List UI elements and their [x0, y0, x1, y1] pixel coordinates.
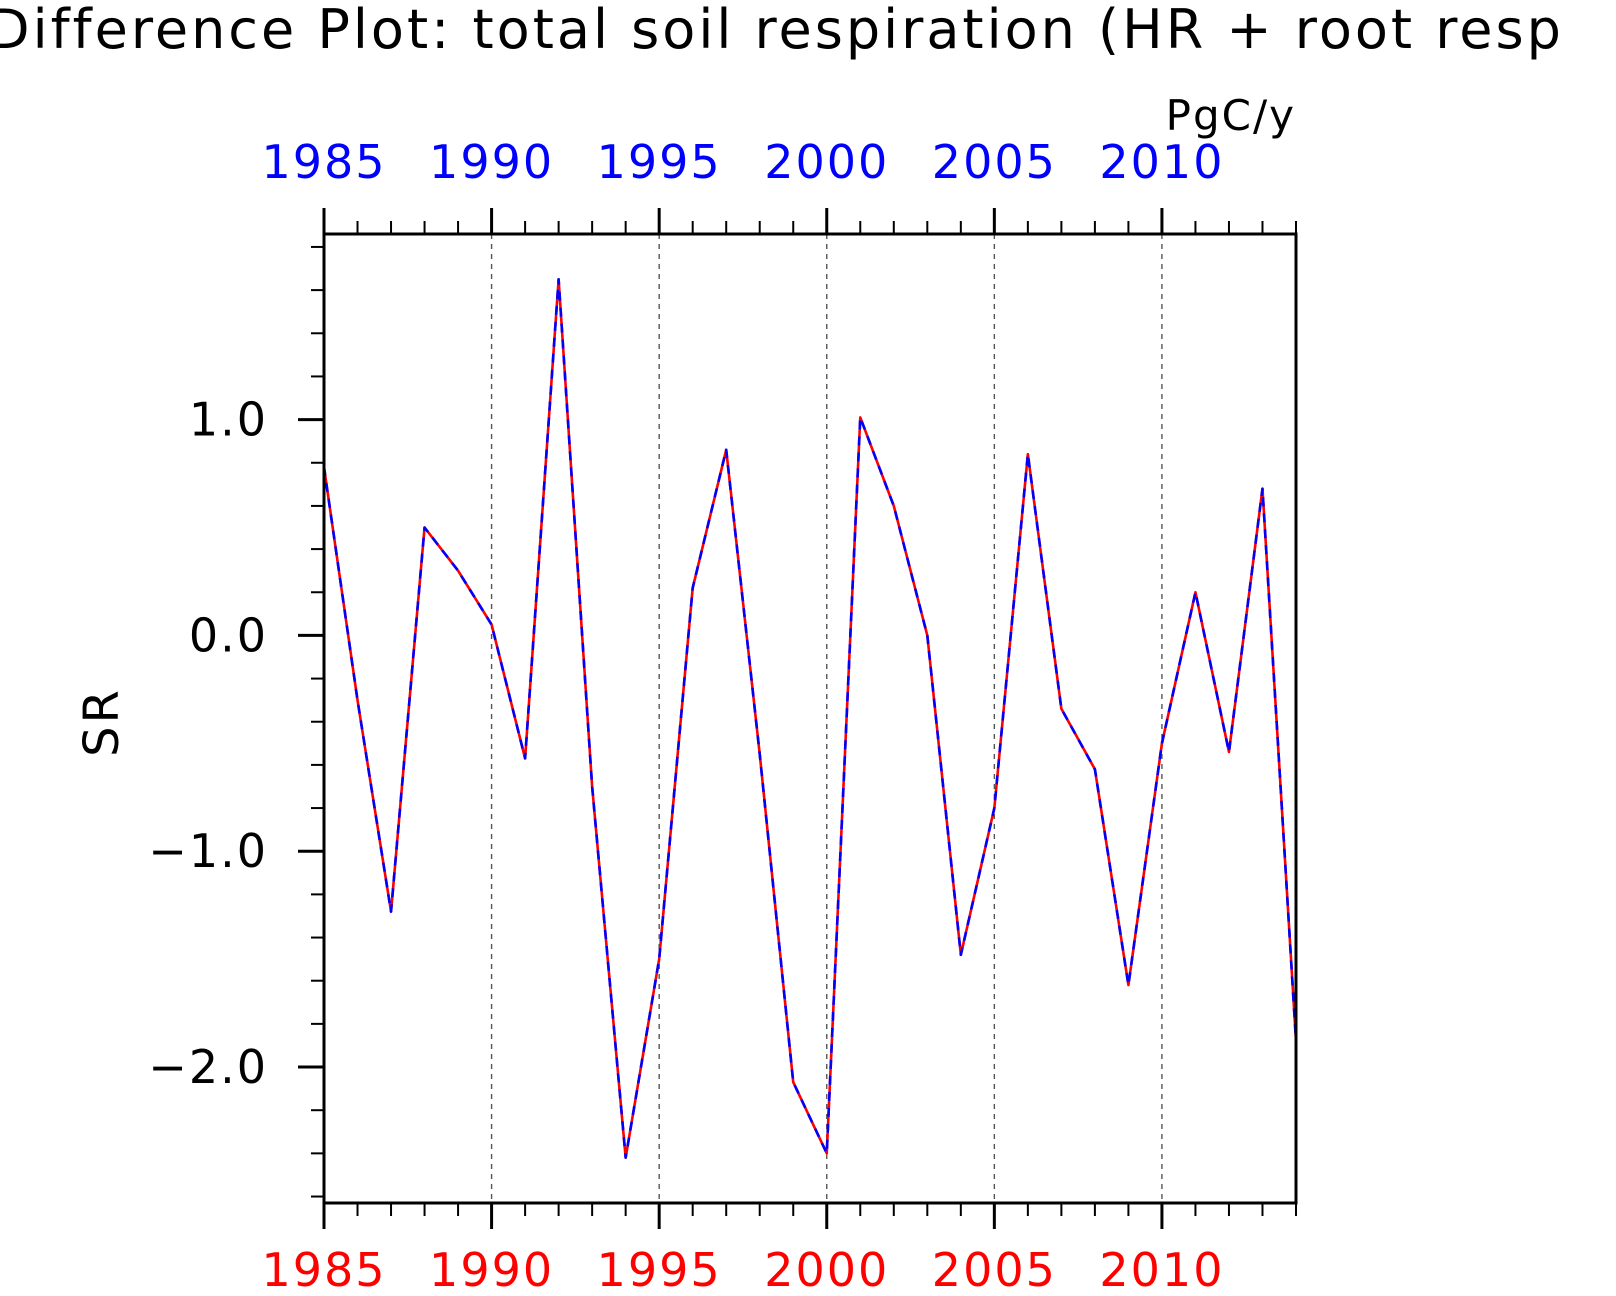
- x-tick-label-bottom-2010: 2010: [1099, 1243, 1224, 1296]
- tick-labels: 1985 1985 1990 1990 1995 1995 2000 2000 2005 2005…: [148, 135, 1224, 1296]
- x-tick-label-bottom-2005: 2005: [932, 1243, 1057, 1296]
- y-tick-label-0: −2.0: [148, 1040, 268, 1094]
- x-tick-label-bottom-1990: 1990: [429, 1243, 554, 1296]
- x-tick-label-top-1995: 1995: [597, 135, 722, 189]
- y-tick-label-1: −1.0: [148, 824, 268, 878]
- series-layer: [322, 278, 1298, 1159]
- y-tick-label-3: 1.0: [189, 393, 268, 447]
- x-tick-label-top-2005: 2005: [932, 135, 1057, 189]
- series-line-1: [322, 278, 1298, 1159]
- series-line-2: [322, 278, 1298, 1159]
- x-tick-label-top-2010: 2010: [1099, 135, 1224, 189]
- plot-frame: [322, 232, 1298, 1205]
- x-tick-label-top-1985: 1985: [261, 135, 386, 189]
- axis-ticks: [298, 208, 1297, 1229]
- x-tick-label-top-2000: 2000: [764, 135, 889, 189]
- y-tick-label-2: 0.0: [189, 608, 268, 662]
- units-label: PgC/y: [1166, 91, 1296, 140]
- x-tick-label-bottom-2000: 2000: [764, 1243, 889, 1296]
- x-tick-label-top-1990: 1990: [429, 135, 554, 189]
- y-axis-label: SR: [74, 687, 130, 757]
- chart-title: Difference Plot: total soil respiration …: [0, 0, 1564, 61]
- x-tick-label-bottom-1995: 1995: [597, 1243, 722, 1296]
- grid-lines: [490, 234, 1163, 1203]
- x-tick-label-bottom-1985: 1985: [261, 1243, 386, 1296]
